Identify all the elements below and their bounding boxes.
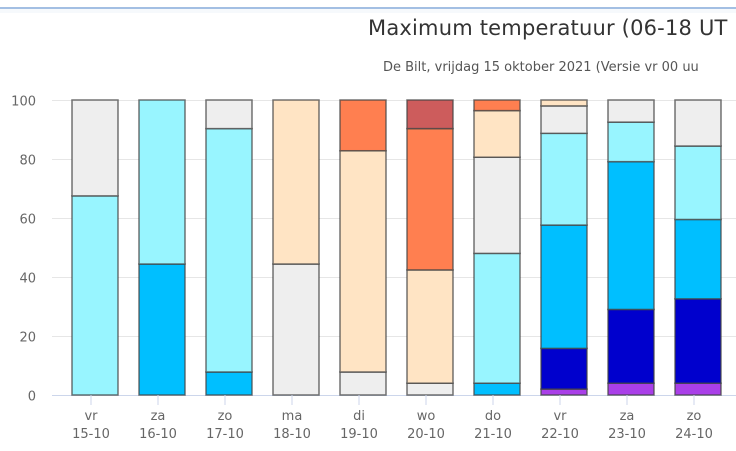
bar-segment-class-5[interactable] <box>607 99 655 123</box>
y-tick-label: 60 <box>19 213 36 228</box>
bar-segment-class-7[interactable] <box>406 127 454 271</box>
bar-stack[interactable] <box>205 99 253 396</box>
bar-segment-class-4[interactable] <box>205 127 253 373</box>
bar-segment-class-1[interactable] <box>607 382 655 396</box>
bar-stack[interactable] <box>607 99 655 396</box>
x-tick-label-date: 21-10 <box>474 427 512 442</box>
bar-stack[interactable] <box>272 99 320 396</box>
bar-segment-class-5[interactable] <box>272 263 320 396</box>
y-axis: 0 20 40 60 80 100 <box>11 95 36 405</box>
bar-segment-class-7[interactable] <box>473 99 521 112</box>
x-tick-label-date: 17-10 <box>206 427 244 442</box>
bar-segment-class-6[interactable] <box>406 269 454 384</box>
bar-segment-class-2[interactable] <box>674 298 722 384</box>
bar-segment-class-3[interactable] <box>205 371 253 396</box>
x-tick-label-date: 15-10 <box>72 427 110 442</box>
x-tick-label-day: wo <box>417 409 436 424</box>
bar-segment-class-6[interactable] <box>272 99 320 265</box>
y-tick-label: 100 <box>11 95 36 110</box>
bar-segment-class-6[interactable] <box>339 149 387 373</box>
x-tick-label-date: 20-10 <box>407 427 445 442</box>
y-tick-label: 0 <box>28 390 36 405</box>
bar-segment-class-3[interactable] <box>473 382 521 396</box>
y-tick-label: 20 <box>19 331 36 346</box>
bar-segment-class-5[interactable] <box>674 99 722 147</box>
bar-stack[interactable] <box>71 99 119 396</box>
x-tick-label-date: 18-10 <box>273 427 311 442</box>
bar-segment-class-5[interactable] <box>406 382 454 396</box>
bar-segment-class-5[interactable] <box>339 371 387 396</box>
bar-segment-class-7[interactable] <box>339 99 387 152</box>
bar-segment-class-6[interactable] <box>540 99 588 107</box>
x-tick-label-date: 24-10 <box>675 427 713 442</box>
bar-segment-class-2[interactable] <box>607 308 655 384</box>
bar-segment-class-4[interactable] <box>540 132 588 226</box>
x-tick-label-day: za <box>151 409 166 424</box>
bar-stack[interactable] <box>339 99 387 396</box>
bar-segment-class-6[interactable] <box>473 109 521 158</box>
bar-segment-class-4[interactable] <box>473 252 521 384</box>
bar-segment-class-2[interactable] <box>540 347 588 390</box>
bar-stack[interactable] <box>406 99 454 396</box>
bar-segment-class-5[interactable] <box>540 105 588 135</box>
bars <box>71 99 722 396</box>
top-border-shadow <box>0 9 736 13</box>
bar-segment-class-4[interactable] <box>71 195 119 396</box>
y-tick-label: 80 <box>19 154 36 169</box>
x-tick-label-day: di <box>353 409 365 424</box>
x-tick-label-date: 22-10 <box>541 427 579 442</box>
x-tick-label-date: 16-10 <box>139 427 177 442</box>
bar-stack[interactable] <box>473 99 521 396</box>
bar-stack[interactable] <box>540 99 588 396</box>
x-tick-label-date: 19-10 <box>340 427 378 442</box>
x-tick-label-day: zo <box>687 409 702 424</box>
bar-segment-class-4[interactable] <box>674 145 722 221</box>
bar-segment-class-5[interactable] <box>473 156 521 255</box>
bar-segment-class-4[interactable] <box>138 99 186 265</box>
bar-segment-class-1[interactable] <box>674 382 722 396</box>
x-tick-label-date: 23-10 <box>608 427 646 442</box>
bar-segment-class-5[interactable] <box>71 99 119 197</box>
x-tick-label-day: vr <box>84 409 98 424</box>
x-tick-label-day: vr <box>553 409 567 424</box>
bar-segment-class-3[interactable] <box>607 160 655 311</box>
bar-segment-class-4[interactable] <box>607 121 655 163</box>
chart-subtitle: De Bilt, vrijdag 15 oktober 2021 (Versie… <box>383 60 699 75</box>
bar-segment-class-3[interactable] <box>540 224 588 350</box>
x-tick-label-day: ma <box>282 409 303 424</box>
bar-segment-class-1[interactable] <box>540 388 588 396</box>
bar-stack[interactable] <box>674 99 722 396</box>
x-tick-label-day: za <box>620 409 635 424</box>
chart-title: Maximum temperatuur (06-18 UT <box>368 16 728 40</box>
bar-segment-class-3[interactable] <box>138 263 186 396</box>
bar-stack[interactable] <box>138 99 186 396</box>
x-axis: vr 15-10 za 16-10 zo 17-10 ma 18-10 di 19-10 wo 20-… <box>72 395 713 442</box>
bar-segment-class-8[interactable] <box>406 99 454 130</box>
bar-segment-class-3[interactable] <box>674 218 722 300</box>
x-tick-label-day: do <box>485 409 501 424</box>
x-tick-label-day: zo <box>218 409 233 424</box>
bar-segment-class-5[interactable] <box>205 99 253 130</box>
y-tick-label: 40 <box>19 272 36 287</box>
top-border-line <box>0 7 736 9</box>
